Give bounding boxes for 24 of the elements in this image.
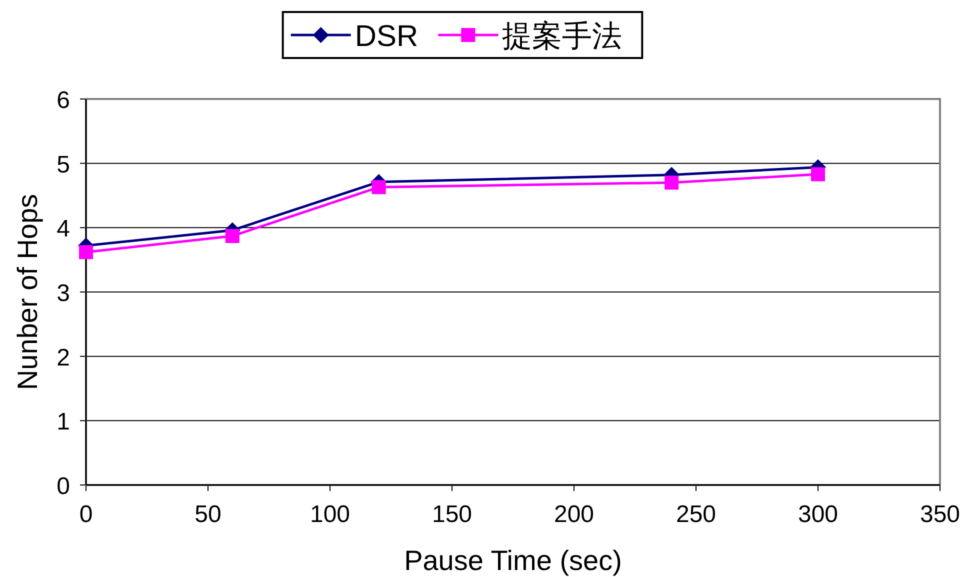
point [811,167,825,182]
x-tick-label: 150 [432,501,472,528]
x-axis-title: Pause Time (sec) [404,545,622,576]
point [79,245,93,260]
x-tick-label: 350 [920,501,960,528]
y-tick-label: 1 [56,408,70,436]
legend-label: 提案手法 [502,20,622,53]
x-tick-label: 200 [554,501,594,528]
legend-label: DSR [354,20,418,53]
x-tick-label: 250 [676,501,716,528]
point [225,229,240,244]
point [372,180,386,194]
y-tick-label: 0 [56,473,70,500]
point [664,176,679,190]
y-tick-label: 4 [56,216,70,243]
y-tick-label: 5 [56,151,70,178]
x-tick-label: 50 [194,501,222,528]
x-tick-label: 100 [310,501,350,528]
y-tick-label: 3 [56,280,70,307]
y-tick-label: 6 [56,87,70,114]
y-tick-label: 2 [56,344,70,372]
x-tick-label: 0 [79,501,93,528]
y-axis-title: Nunber of Hops [12,194,43,390]
x-tick-label: 300 [798,501,838,528]
